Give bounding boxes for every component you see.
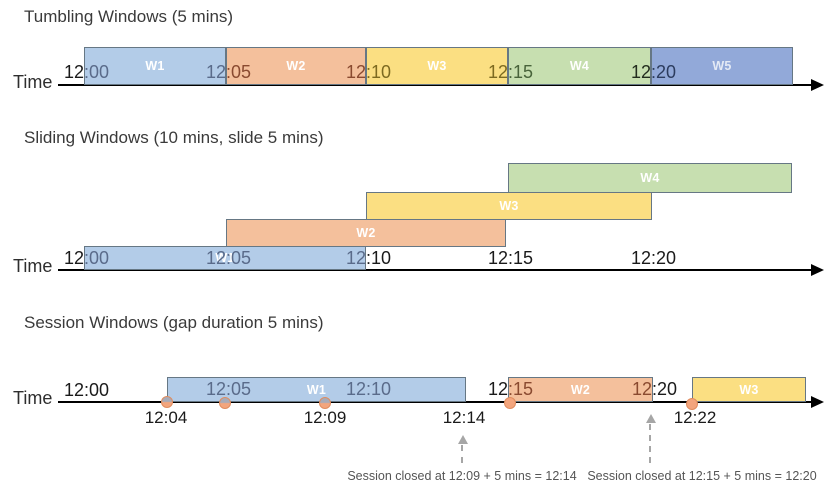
window-label: W3 <box>499 199 519 213</box>
time-axis-label: Time <box>13 388 53 408</box>
window-label: W2 <box>570 382 591 397</box>
tumbling-window-w2: W2 <box>226 47 366 85</box>
time-axis-line <box>58 269 812 271</box>
tick-text: 12 <box>205 248 226 268</box>
window-label: W1 <box>306 382 327 397</box>
arrow-up-icon <box>458 435 468 444</box>
tick-text: 12 <box>345 248 366 268</box>
session-close-annotation: Session closed at 12:09 + 5 mins = 12:14 <box>347 469 577 483</box>
window-label: W2 <box>356 226 376 240</box>
session-window-w1: W1 <box>167 377 466 402</box>
tumbling-window-w1: W1 <box>84 47 226 85</box>
tick-text: 12 <box>631 379 652 399</box>
event-dot <box>319 397 331 409</box>
time-axis-label: Time <box>13 72 53 92</box>
sliding-window-w4: W4 <box>508 163 792 193</box>
event-time-label: 12:09 <box>303 408 347 427</box>
tick-text: :15 <box>508 248 534 268</box>
tick-text: :20 <box>651 248 677 268</box>
tumbling-window-w3: W3 <box>366 47 508 85</box>
event-time-label: 12:22 <box>673 408 717 427</box>
dashed-arrow-line <box>461 445 463 463</box>
tumbling-title: Tumbling Windows (5 mins) <box>24 7 234 26</box>
tick-text: 12 <box>345 62 366 82</box>
tick-text: :15 <box>508 62 534 82</box>
tick-text: :10 <box>366 62 392 82</box>
time-axis-arrow-icon <box>811 396 824 408</box>
event-dot <box>686 398 698 410</box>
tumbling-window-w4: W4 <box>508 47 651 85</box>
sliding-title: Sliding Windows (10 mins, slide 5 mins) <box>24 128 324 147</box>
session-title: Session Windows (gap duration 5 mins) <box>24 313 324 332</box>
tick-text: :20 <box>651 62 677 82</box>
event-dot <box>161 396 173 408</box>
tick-text: :00 <box>84 380 110 400</box>
window-label: W5 <box>712 59 732 73</box>
tick-text: 12 <box>487 248 508 268</box>
tick-text: 12 <box>63 62 84 82</box>
event-time-label: 12:14 <box>442 408 486 427</box>
tick-text: :05 <box>226 62 252 82</box>
time-axis-line <box>58 401 812 403</box>
window-label: W2 <box>286 59 306 73</box>
tick-text: :15 <box>508 379 534 399</box>
arrow-up-icon <box>646 414 656 423</box>
session-close-annotation: Session closed at 12:15 + 5 mins = 12:20 <box>587 469 817 483</box>
dashed-arrow-line <box>649 424 651 463</box>
time-axis-arrow-icon <box>811 79 824 91</box>
window-label: W3 <box>427 59 447 73</box>
session-window-w2: W2 <box>508 377 653 402</box>
tick-text: :05 <box>226 248 252 268</box>
tick-text: 12 <box>63 380 84 400</box>
window-label: W3 <box>739 382 759 397</box>
tick-text: :20 <box>652 379 678 399</box>
session-window-w3: W3 <box>692 377 806 402</box>
time-axis-label: Time <box>13 256 53 276</box>
window-label: W4 <box>640 171 660 185</box>
time-axis-arrow-icon <box>811 264 824 276</box>
tick-text: 12 <box>630 62 651 82</box>
tick-text: 12 <box>63 248 84 268</box>
tick-text: :00 <box>84 62 110 82</box>
tick-text: 12 <box>205 379 226 399</box>
tumbling-window-w5: W5 <box>651 47 793 85</box>
window-label: W1 <box>215 251 235 265</box>
tick-text: :00 <box>84 248 110 268</box>
tick-text: 12 <box>205 62 226 82</box>
event-time-label: 12:04 <box>144 408 188 427</box>
event-dot <box>504 397 516 409</box>
tick-text: :10 <box>366 379 392 399</box>
tick-text: 12 <box>630 248 651 268</box>
window-label: W4 <box>569 59 590 73</box>
event-dot <box>219 397 231 409</box>
sliding-window-w2: W2 <box>226 219 506 247</box>
window-label: W1 <box>145 59 165 73</box>
time-axis-line <box>58 84 812 86</box>
tick-text: :10 <box>366 248 392 268</box>
sliding-window-w3: W3 <box>366 192 652 220</box>
tick-text: :05 <box>226 379 252 399</box>
tick-text: 12 <box>487 379 508 399</box>
sliding-window-w1: W1 <box>84 246 366 270</box>
tick-text: 12 <box>487 62 508 82</box>
tick-text: 12 <box>345 379 366 399</box>
